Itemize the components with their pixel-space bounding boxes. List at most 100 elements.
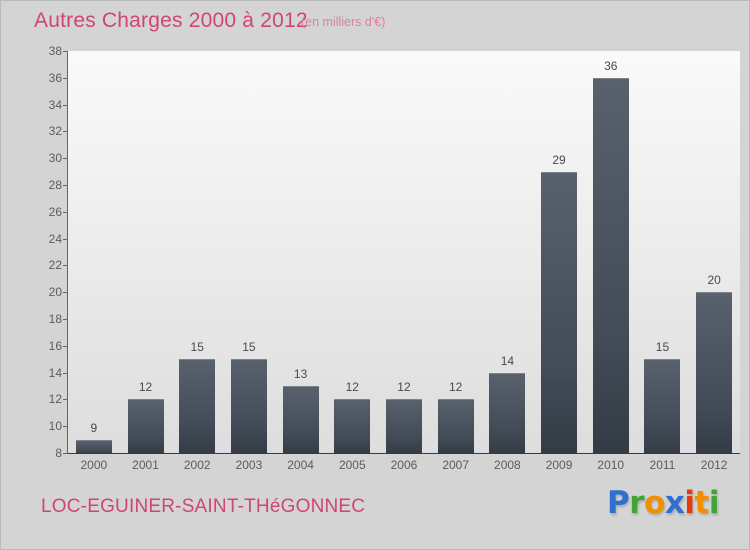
- y-axis-tick-mark: [63, 426, 68, 428]
- y-axis-tick-label: 8: [55, 446, 62, 460]
- bar[interactable]: [334, 399, 371, 454]
- y-axis-tick-mark: [63, 238, 68, 240]
- x-axis-tick-label: 2011: [649, 458, 676, 472]
- bar-value-label: 20: [707, 273, 721, 288]
- logo-letter-3: x: [664, 485, 685, 521]
- bar-value-label: 13: [293, 367, 308, 381]
- y-axis-tick-label: 28: [48, 178, 62, 192]
- y-axis-tick-label: 30: [48, 151, 62, 166]
- bar-value-label: 15: [242, 340, 256, 355]
- bar[interactable]: [644, 359, 681, 454]
- y-axis-tick-label: 32: [48, 124, 62, 139]
- bar-slot: [275, 51, 327, 454]
- y-axis-tick-mark: [63, 104, 68, 106]
- bar-slot: [533, 51, 585, 454]
- y-axis-tick-mark: [63, 211, 68, 213]
- bar-value-label: 36: [604, 58, 618, 73]
- logo-letter-0: P: [607, 485, 630, 521]
- y-axis-tick-mark: [63, 372, 68, 374]
- bar[interactable]: [437, 399, 474, 454]
- bar[interactable]: [230, 359, 267, 454]
- bar[interactable]: [696, 292, 733, 454]
- bar-slot: [688, 51, 740, 454]
- bar[interactable]: [541, 171, 578, 454]
- y-axis-tick-mark: [63, 51, 68, 52]
- bar-value-label: 12: [345, 380, 359, 395]
- bar[interactable]: [489, 372, 526, 454]
- y-axis-tick-mark: [63, 345, 68, 347]
- bar[interactable]: [179, 359, 216, 454]
- logo-letter-1: r: [629, 485, 645, 521]
- y-axis-tick-label: 22: [48, 258, 62, 273]
- x-axis-tick-label: 2010: [597, 458, 625, 472]
- y-axis-tick-label: 12: [48, 392, 62, 407]
- page-title: Autres Charges 2000 à 2012: [34, 9, 308, 32]
- bar-slot: [378, 51, 430, 454]
- y-axis-tick-label: 18: [48, 312, 62, 326]
- x-axis-tick-label: 2006: [390, 458, 418, 472]
- x-axis-tick-label: 2003: [235, 458, 263, 472]
- x-axis-tick-label: 2000: [80, 458, 108, 472]
- proxiti-logo[interactable]: Proxiti: [607, 485, 719, 521]
- y-axis-tick-label: 16: [48, 338, 62, 353]
- logo-letter-5: t: [694, 485, 710, 521]
- bar-slot: [171, 51, 223, 454]
- x-axis-tick-label: 2009: [545, 458, 573, 472]
- y-axis-tick-mark: [63, 77, 68, 79]
- chart-subtitle: (en milliers d'€): [301, 15, 386, 29]
- bar-slot: [120, 51, 172, 454]
- bar[interactable]: [127, 399, 164, 454]
- y-axis-tick-label: 36: [48, 70, 62, 85]
- y-axis-tick-mark: [63, 399, 68, 401]
- x-axis-tick-label: 2002: [183, 458, 211, 472]
- chart-footer: LOC-EGUINER-SAINT-THéGONNEC Proxiti: [1, 477, 749, 549]
- bar-value-label: 12: [138, 380, 153, 395]
- y-axis-tick-label: 38: [48, 44, 62, 58]
- bar-value-label: 14: [500, 353, 515, 368]
- chart-header: Autres Charges 2000 à 2012 (en milliers …: [1, 1, 749, 43]
- y-axis-tick-label: 34: [48, 97, 62, 112]
- commune-name: LOC-EGUINER-SAINT-THéGONNEC: [41, 496, 366, 517]
- bar-slot: [68, 51, 120, 454]
- bar-value-label: 12: [397, 380, 411, 395]
- bar-slot: [430, 51, 482, 454]
- y-axis-tick-mark: [63, 265, 68, 267]
- x-axis-tick-label: 2007: [442, 458, 470, 472]
- bar-value-label: 15: [655, 340, 670, 355]
- y-axis-tick-mark: [63, 292, 68, 294]
- logo-letter-6: i: [708, 485, 720, 521]
- x-axis-tick-label: 2004: [287, 458, 314, 472]
- bar-value-label: 15: [190, 340, 204, 355]
- y-axis-tick-label: 24: [48, 231, 62, 246]
- logo-letter-4: i: [684, 485, 695, 521]
- bar-slot: [223, 51, 275, 454]
- plot-frame: 8 10 12 14 16 18 20 22 24 26 28 30 32 34 36 38 9 12 15 15 1…: [49, 44, 740, 472]
- x-axis-tick-label: 2001: [132, 458, 159, 472]
- y-axis-tick-mark: [63, 185, 68, 186]
- bar[interactable]: [385, 399, 422, 454]
- bar-slot: [326, 51, 378, 454]
- bar-slot: [637, 51, 689, 454]
- bar-slot: [585, 51, 637, 454]
- bar[interactable]: [592, 77, 629, 454]
- bar-value-label: 9: [90, 420, 98, 435]
- bar-value-label: 29: [552, 152, 566, 167]
- bar[interactable]: [282, 386, 319, 454]
- x-axis-tick-label: 2005: [338, 458, 366, 472]
- bar[interactable]: [75, 439, 112, 454]
- bar-value-label: 12: [449, 380, 463, 395]
- y-axis-tick-mark: [63, 453, 68, 454]
- logo-letter-2: o: [644, 485, 665, 521]
- y-axis-tick-label: 14: [48, 365, 62, 380]
- x-axis-tick-label: 2008: [494, 458, 521, 472]
- x-axis-tick-label: 2012: [700, 458, 728, 472]
- y-axis-tick-mark: [63, 158, 68, 160]
- y-axis-line: [67, 51, 68, 454]
- y-axis-tick-label: 10: [48, 419, 62, 434]
- y-axis-tick-mark: [63, 319, 68, 320]
- y-axis-tick-label: 26: [48, 204, 62, 219]
- y-axis-tick-mark: [63, 131, 68, 133]
- y-axis-tick-label: 20: [48, 285, 62, 300]
- bar-slot: [482, 51, 534, 454]
